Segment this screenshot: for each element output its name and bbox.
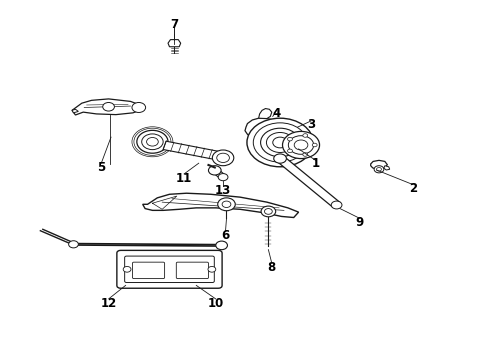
Circle shape [261, 128, 299, 157]
FancyBboxPatch shape [117, 250, 222, 288]
Circle shape [288, 149, 293, 153]
Circle shape [69, 241, 78, 248]
Circle shape [303, 153, 308, 156]
Circle shape [376, 167, 381, 171]
Circle shape [222, 201, 231, 207]
Circle shape [253, 123, 307, 162]
Text: 7: 7 [171, 18, 178, 31]
Circle shape [312, 143, 317, 147]
Polygon shape [143, 193, 298, 217]
FancyBboxPatch shape [124, 256, 214, 283]
Text: 13: 13 [215, 184, 231, 197]
Circle shape [218, 198, 235, 211]
Circle shape [283, 131, 319, 158]
Text: 3: 3 [307, 118, 315, 131]
Circle shape [261, 206, 276, 217]
Circle shape [294, 140, 308, 150]
Polygon shape [371, 160, 387, 169]
Circle shape [217, 153, 229, 162]
Polygon shape [259, 109, 272, 118]
Circle shape [267, 132, 294, 153]
Circle shape [374, 166, 384, 173]
Polygon shape [72, 99, 143, 115]
Text: 8: 8 [268, 261, 276, 274]
Circle shape [212, 150, 234, 166]
Circle shape [142, 134, 163, 150]
Circle shape [208, 266, 216, 272]
Text: 9: 9 [355, 216, 364, 229]
Text: 11: 11 [176, 172, 192, 185]
Circle shape [147, 138, 158, 146]
Circle shape [208, 166, 221, 175]
Polygon shape [245, 118, 280, 138]
Circle shape [331, 201, 342, 209]
Circle shape [274, 154, 287, 163]
Circle shape [303, 134, 308, 137]
Circle shape [288, 137, 293, 141]
Text: 5: 5 [97, 161, 105, 174]
Text: 12: 12 [100, 297, 117, 310]
Text: 10: 10 [208, 297, 224, 310]
Polygon shape [168, 40, 181, 47]
Circle shape [216, 241, 227, 249]
Text: 6: 6 [221, 229, 230, 242]
Polygon shape [249, 136, 262, 147]
FancyBboxPatch shape [176, 262, 208, 279]
Circle shape [132, 103, 146, 112]
Polygon shape [163, 141, 220, 160]
FancyBboxPatch shape [132, 262, 165, 279]
Circle shape [265, 208, 272, 214]
Circle shape [123, 266, 131, 272]
Circle shape [218, 174, 228, 181]
Polygon shape [384, 166, 390, 170]
Polygon shape [211, 169, 226, 178]
Circle shape [273, 137, 288, 148]
Polygon shape [72, 109, 78, 113]
Text: 4: 4 [272, 107, 281, 120]
Circle shape [103, 103, 115, 111]
Circle shape [288, 136, 314, 154]
Circle shape [137, 130, 168, 153]
Polygon shape [276, 156, 340, 207]
Text: 1: 1 [312, 157, 319, 170]
Circle shape [247, 118, 313, 167]
Text: 2: 2 [409, 183, 417, 195]
